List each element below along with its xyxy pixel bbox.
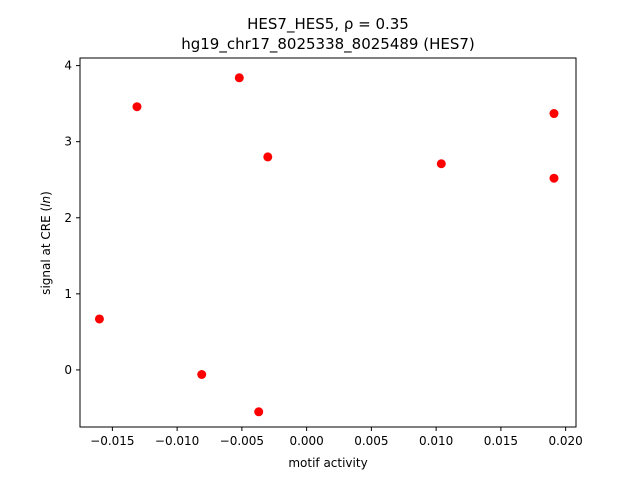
y-tick-label: 4 — [64, 59, 72, 73]
y-axis-label-prefix: signal at CRE ( — [39, 207, 53, 295]
x-axis-label: motif activity — [288, 456, 367, 470]
axis-ticks: −0.015 −0.010 −0.005 0.000 0.005 0.010 0.015 0.… — [64, 59, 582, 448]
data-point — [94, 314, 104, 324]
y-tick-label: 3 — [64, 135, 72, 149]
y-tick-label: 2 — [64, 211, 72, 225]
x-tick-label: −0.010 — [155, 434, 199, 448]
y-axis-label: signal at CRE (ln) — [39, 191, 53, 295]
data-point — [549, 109, 559, 119]
plot-area — [79, 57, 577, 428]
x-tick-label: 0.010 — [419, 434, 453, 448]
x-tick-label: 0.005 — [354, 434, 388, 448]
data-point — [436, 159, 446, 169]
x-tick-label: −0.005 — [220, 434, 264, 448]
data-point — [197, 370, 207, 380]
data-point — [254, 407, 264, 417]
data-point — [549, 173, 559, 183]
data-point — [234, 73, 244, 83]
data-point — [263, 152, 273, 162]
y-axis-label-suffix: ) — [39, 191, 53, 196]
x-tick-label: 0.015 — [484, 434, 518, 448]
chart-title-line1: HES7_HES5, ρ = 0.35 — [247, 15, 409, 34]
chart-title-line2: hg19_chr17_8025338_8025489 (HES7) — [181, 35, 475, 54]
y-tick-label: 0 — [64, 363, 72, 377]
y-tick-label: 1 — [64, 287, 72, 301]
data-point — [132, 102, 142, 112]
data-points — [94, 73, 559, 417]
y-axis-label-italic: ln — [39, 196, 53, 207]
x-tick-label: 0.020 — [548, 434, 582, 448]
x-tick-label: 0.000 — [289, 434, 323, 448]
x-tick-label: −0.015 — [90, 434, 134, 448]
